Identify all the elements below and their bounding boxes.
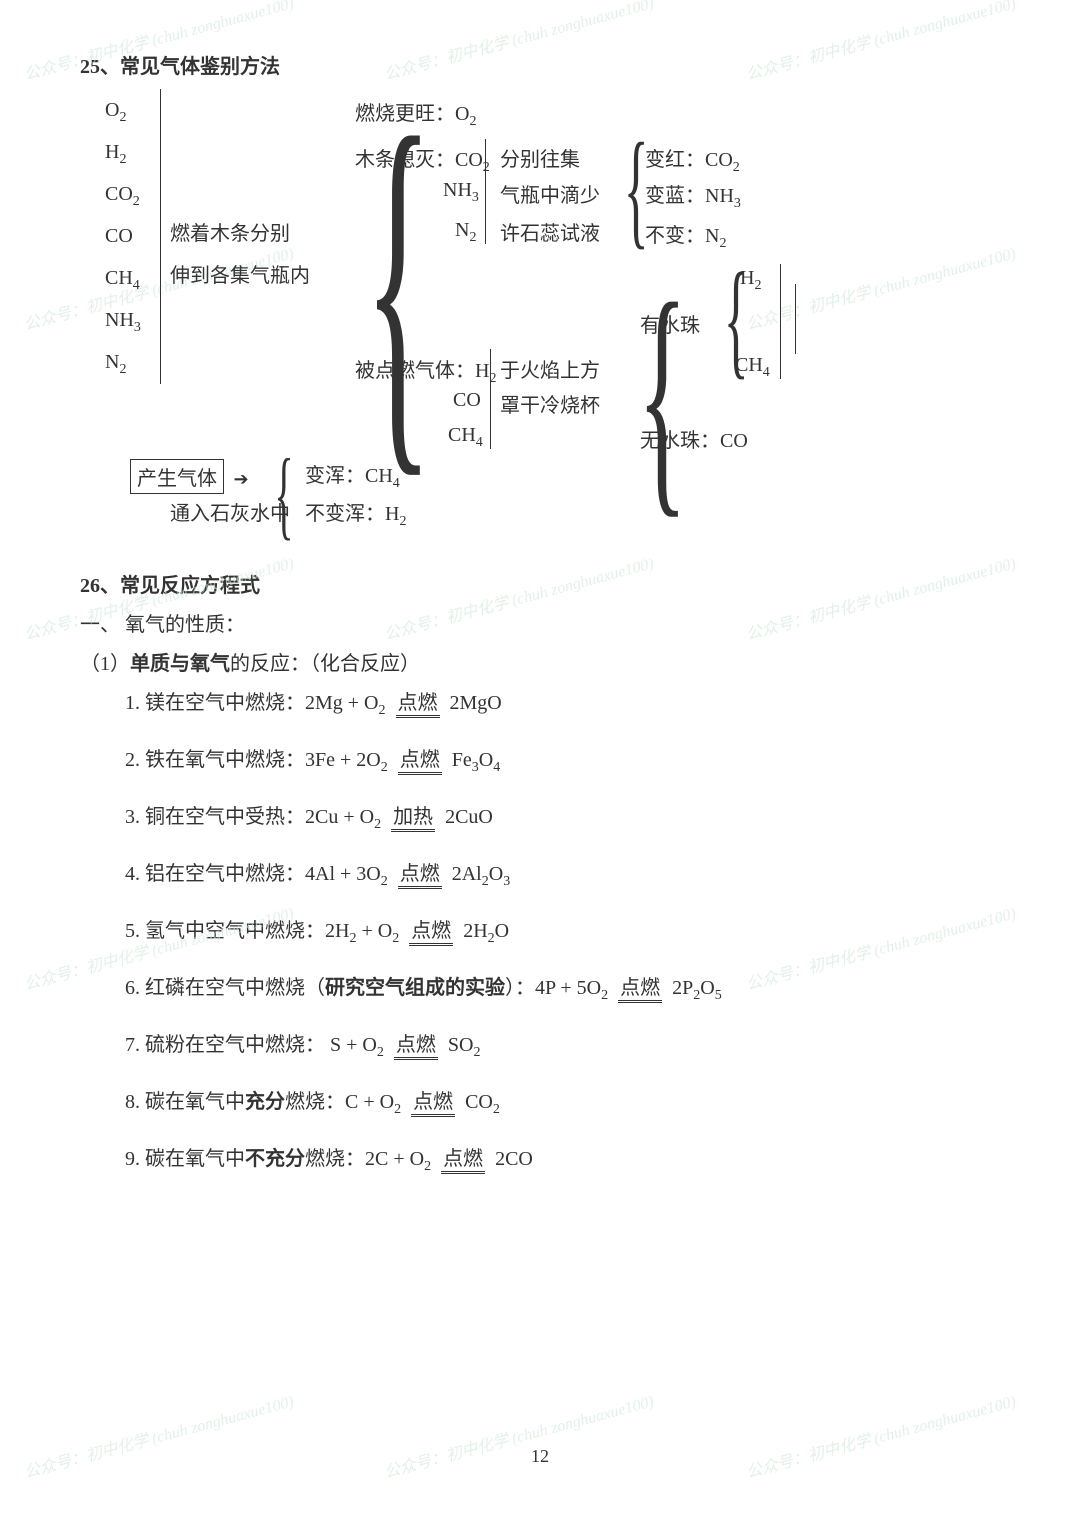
page-number: 12 xyxy=(0,1446,1080,1467)
gas-list: O2 H2 CO2 CO CH4 NH3 N2 xyxy=(105,89,141,383)
watermark: 公众号：初中化学 (chuh zonghuaxue100) xyxy=(22,1392,296,1483)
equation-line: 1. 镁在空气中燃烧：2Mg + O2 点燃 2MgO xyxy=(125,686,1000,719)
gas-identification-diagram: O2 H2 CO2 CO CH4 NH3 N2 燃着木条分别 伸到各集气瓶内 {… xyxy=(80,89,1000,539)
gas-co2: CO2 xyxy=(105,173,141,215)
method3-line2: 罩干冷烧杯 xyxy=(500,389,600,418)
equation-line: 3. 铜在空气中受热：2Cu + O2 加热 2CuO xyxy=(125,800,1000,833)
watermark: 公众号：初中化学 (chuh zonghuaxue100) xyxy=(744,1392,1018,1483)
result1c: 被点燃气体：H2 xyxy=(355,354,496,387)
result1b3: N2 xyxy=(455,219,476,246)
result1a: 燃烧更旺：O2 xyxy=(355,97,476,130)
gas-co: CO xyxy=(105,215,141,257)
result4a: 变浑：CH4 xyxy=(305,459,400,492)
gas-ch4: CH4 xyxy=(105,257,141,299)
result2a: 变红：CO2 xyxy=(645,143,740,176)
result3a2: CH4 xyxy=(735,354,770,381)
step4-line: 通入石灰水中 xyxy=(170,497,290,526)
method1-line2: 伸到各集气瓶内 xyxy=(170,259,310,288)
equation-line: 8. 碳在氧气中充分燃烧：C + O2 点燃 CO2 xyxy=(125,1085,1000,1118)
equation-line: 9. 碳在氧气中不充分燃烧：2C + O2 点燃 2CO xyxy=(125,1142,1000,1175)
result1b: 木条熄灭：CO2 xyxy=(355,143,490,176)
result3a-label: 有水珠 xyxy=(640,309,700,338)
method2-line2: 气瓶中滴少 xyxy=(500,179,600,208)
method3-line1: 于火焰上方 xyxy=(500,354,600,383)
result2c: 不变：N2 xyxy=(645,219,726,252)
equation-line: 7. 硫粉在空气中燃烧： S + O2 点燃 SO2 xyxy=(125,1028,1000,1061)
sub2: （1）单质与氧气的反应：（化合反应） xyxy=(80,647,1000,676)
gas-nh3: NH3 xyxy=(105,299,141,341)
equation-line: 2. 铁在氧气中燃烧：3Fe + 2O2 点燃 Fe3O4 xyxy=(125,743,1000,776)
section-26-title: 26、常见反应方程式 xyxy=(80,569,1000,598)
sub1: 一、 氧气的性质： xyxy=(80,608,1000,637)
gas-h2: H2 xyxy=(105,131,141,173)
result1b2: NH3 xyxy=(443,179,479,206)
result2b: 变蓝：NH3 xyxy=(645,179,741,212)
section-25-title: 25、常见气体鉴别方法 xyxy=(80,50,1000,79)
equation-line: 5. 氢气中空气中燃烧：2H2 + O2 点燃 2H2O xyxy=(125,914,1000,947)
method1-line1: 燃着木条分别 xyxy=(170,217,290,246)
equation-line: 4. 铝在空气中燃烧：4Al + 3O2 点燃 2Al2O3 xyxy=(125,857,1000,890)
method2-line3: 许石蕊试液 xyxy=(500,217,600,246)
result3a1: H2 xyxy=(740,267,761,294)
method2-line1: 分别往集 xyxy=(500,143,580,172)
equation-line: 6. 红磷在空气中燃烧（研究空气组成的实验）：4P + 5O2 点燃 2P2O5 xyxy=(125,971,1000,1004)
gas-o2: O2 xyxy=(105,89,141,131)
step4-box: 产生气体 xyxy=(130,459,224,494)
watermark: 公众号：初中化学 (chuh zonghuaxue100) xyxy=(382,1392,656,1483)
gas-n2: N2 xyxy=(105,341,141,383)
result4b: 不变浑：H2 xyxy=(305,497,406,530)
result3b: 无水珠：CO xyxy=(640,424,748,453)
arrow-icon: ➔ xyxy=(229,469,249,489)
result1c2: CO xyxy=(453,389,481,412)
result1c3: CH4 xyxy=(448,424,483,451)
